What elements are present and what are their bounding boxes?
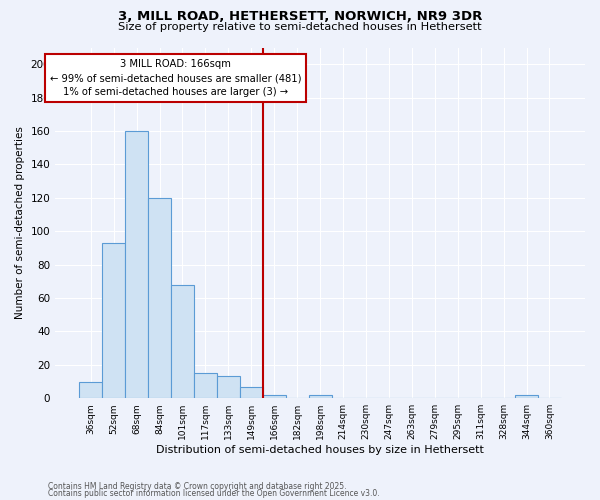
Bar <box>515 395 538 398</box>
Bar <box>125 131 148 398</box>
Text: Size of property relative to semi-detached houses in Hethersett: Size of property relative to semi-detach… <box>118 22 482 32</box>
Text: 3, MILL ROAD, HETHERSETT, NORWICH, NR9 3DR: 3, MILL ROAD, HETHERSETT, NORWICH, NR9 3… <box>118 10 482 23</box>
Text: Contains HM Land Registry data © Crown copyright and database right 2025.: Contains HM Land Registry data © Crown c… <box>48 482 347 491</box>
X-axis label: Distribution of semi-detached houses by size in Hethersett: Distribution of semi-detached houses by … <box>156 445 484 455</box>
Text: Contains public sector information licensed under the Open Government Licence v3: Contains public sector information licen… <box>48 488 380 498</box>
Bar <box>263 395 286 398</box>
Bar <box>308 395 332 398</box>
Y-axis label: Number of semi-detached properties: Number of semi-detached properties <box>15 126 25 320</box>
Bar <box>102 243 125 398</box>
Bar <box>148 198 171 398</box>
Bar <box>171 284 194 398</box>
Bar <box>240 386 263 398</box>
Text: 3 MILL ROAD: 166sqm
← 99% of semi-detached houses are smaller (481)
1% of semi-d: 3 MILL ROAD: 166sqm ← 99% of semi-detach… <box>50 59 301 97</box>
Bar <box>194 373 217 398</box>
Bar <box>79 382 102 398</box>
Bar <box>217 376 240 398</box>
